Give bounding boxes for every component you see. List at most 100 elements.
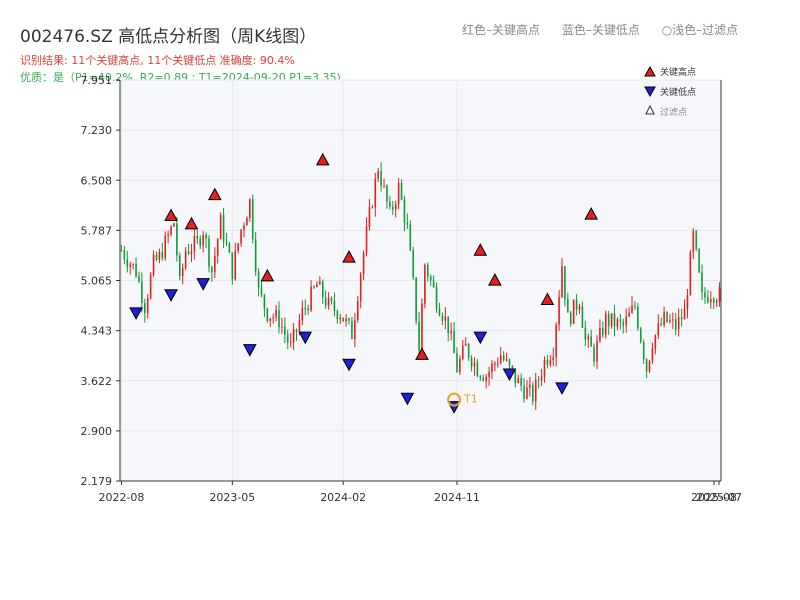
candle-body [342, 317, 344, 322]
candle-body [651, 348, 654, 361]
candle-body [462, 345, 464, 359]
candle-body [569, 312, 572, 324]
key-high-marker [184, 216, 199, 230]
candle-body [491, 363, 493, 372]
key-low-marker [555, 382, 569, 395]
candle-body [380, 171, 382, 186]
candle-body [211, 266, 213, 273]
candle-body [511, 365, 514, 371]
candle-body [526, 387, 528, 399]
candle-body [228, 243, 231, 253]
candle-body [249, 199, 251, 218]
candle-body [199, 238, 202, 246]
candle-body [424, 264, 426, 304]
candle-body [214, 255, 216, 273]
candle-body [704, 292, 706, 298]
key-high-marker [164, 208, 178, 221]
candle-body [709, 299, 712, 303]
candle-body [240, 229, 242, 244]
legend-low-label: 关键低点 [660, 86, 696, 98]
candle-body [499, 355, 502, 364]
candle-body [327, 297, 330, 306]
candle-body [520, 377, 522, 386]
candle-body [286, 334, 289, 343]
candle-body [208, 238, 210, 267]
candle-body [712, 299, 715, 303]
candle-body [572, 299, 575, 324]
candle-body [674, 319, 677, 330]
candle-body [616, 319, 619, 327]
x-tick-label: 2025-07 [696, 491, 742, 504]
candle-body [707, 297, 709, 303]
candle-body [645, 359, 648, 372]
candle-body [677, 317, 680, 330]
candle-body [581, 306, 584, 328]
key-high-marker [488, 273, 502, 286]
candle-body [415, 277, 417, 322]
candle-body [505, 359, 508, 361]
candle-body [389, 201, 391, 207]
candle-body [654, 335, 657, 349]
candle-body [348, 318, 350, 321]
candle-body [613, 313, 616, 327]
candle-body [529, 384, 531, 388]
candle-body [219, 214, 222, 240]
y-tick-label: 2.179 [81, 475, 113, 488]
page-title: 002476.SZ 高低点分析图（周K线图） [20, 27, 317, 47]
candle-body [246, 217, 248, 226]
candle-body [263, 294, 266, 309]
candle-body [409, 224, 412, 251]
candle-body [657, 323, 660, 336]
candle-body [298, 320, 301, 332]
candle-body [295, 329, 298, 332]
candle-body [546, 359, 549, 365]
candle-body [444, 316, 447, 321]
key-high-marker [584, 207, 599, 220]
candles [120, 162, 721, 410]
candle-body [438, 308, 441, 316]
candle-body [421, 303, 423, 351]
x-tick-label: 2022-08 [98, 491, 144, 504]
candle-body [333, 301, 336, 311]
candle-body [494, 363, 496, 365]
candle-body [715, 301, 718, 303]
candle-body [464, 344, 467, 346]
candle-body [362, 252, 365, 275]
candle-body [237, 243, 239, 251]
candle-body [637, 306, 639, 329]
candle-body [549, 360, 552, 365]
candle-body [187, 251, 190, 254]
candle-body [225, 241, 228, 244]
candle-body [683, 308, 686, 320]
candle-body [680, 317, 683, 320]
candle-body [284, 326, 286, 335]
candle-body [143, 303, 146, 314]
legend-low-marker-icon [644, 86, 656, 98]
candle-body [584, 327, 587, 340]
candle-body [532, 384, 534, 402]
candle-body [383, 185, 385, 187]
candle-body [596, 340, 598, 362]
candle-body [281, 326, 283, 328]
candle-body [336, 310, 339, 320]
candle-body [190, 251, 193, 254]
t1-circle [447, 392, 462, 407]
candle-body [453, 330, 455, 354]
candle-body [476, 362, 479, 377]
candle-body [639, 328, 642, 343]
key-low-marker [196, 278, 210, 291]
candle-body [386, 185, 388, 202]
candle-body [231, 252, 234, 280]
candle-body [517, 377, 520, 384]
candle-body [310, 286, 312, 311]
candle-body [631, 305, 633, 313]
candle-body [698, 249, 700, 273]
x-tick-label: 2025-08 [691, 491, 737, 504]
candle-body [540, 376, 543, 381]
candle-body [508, 359, 511, 366]
candle-body [432, 280, 435, 288]
candle-body [599, 328, 601, 341]
candle-body [628, 312, 630, 317]
y-tick-label: 7.951 [81, 74, 113, 87]
legend-high-label: 关键高点 [660, 66, 696, 78]
